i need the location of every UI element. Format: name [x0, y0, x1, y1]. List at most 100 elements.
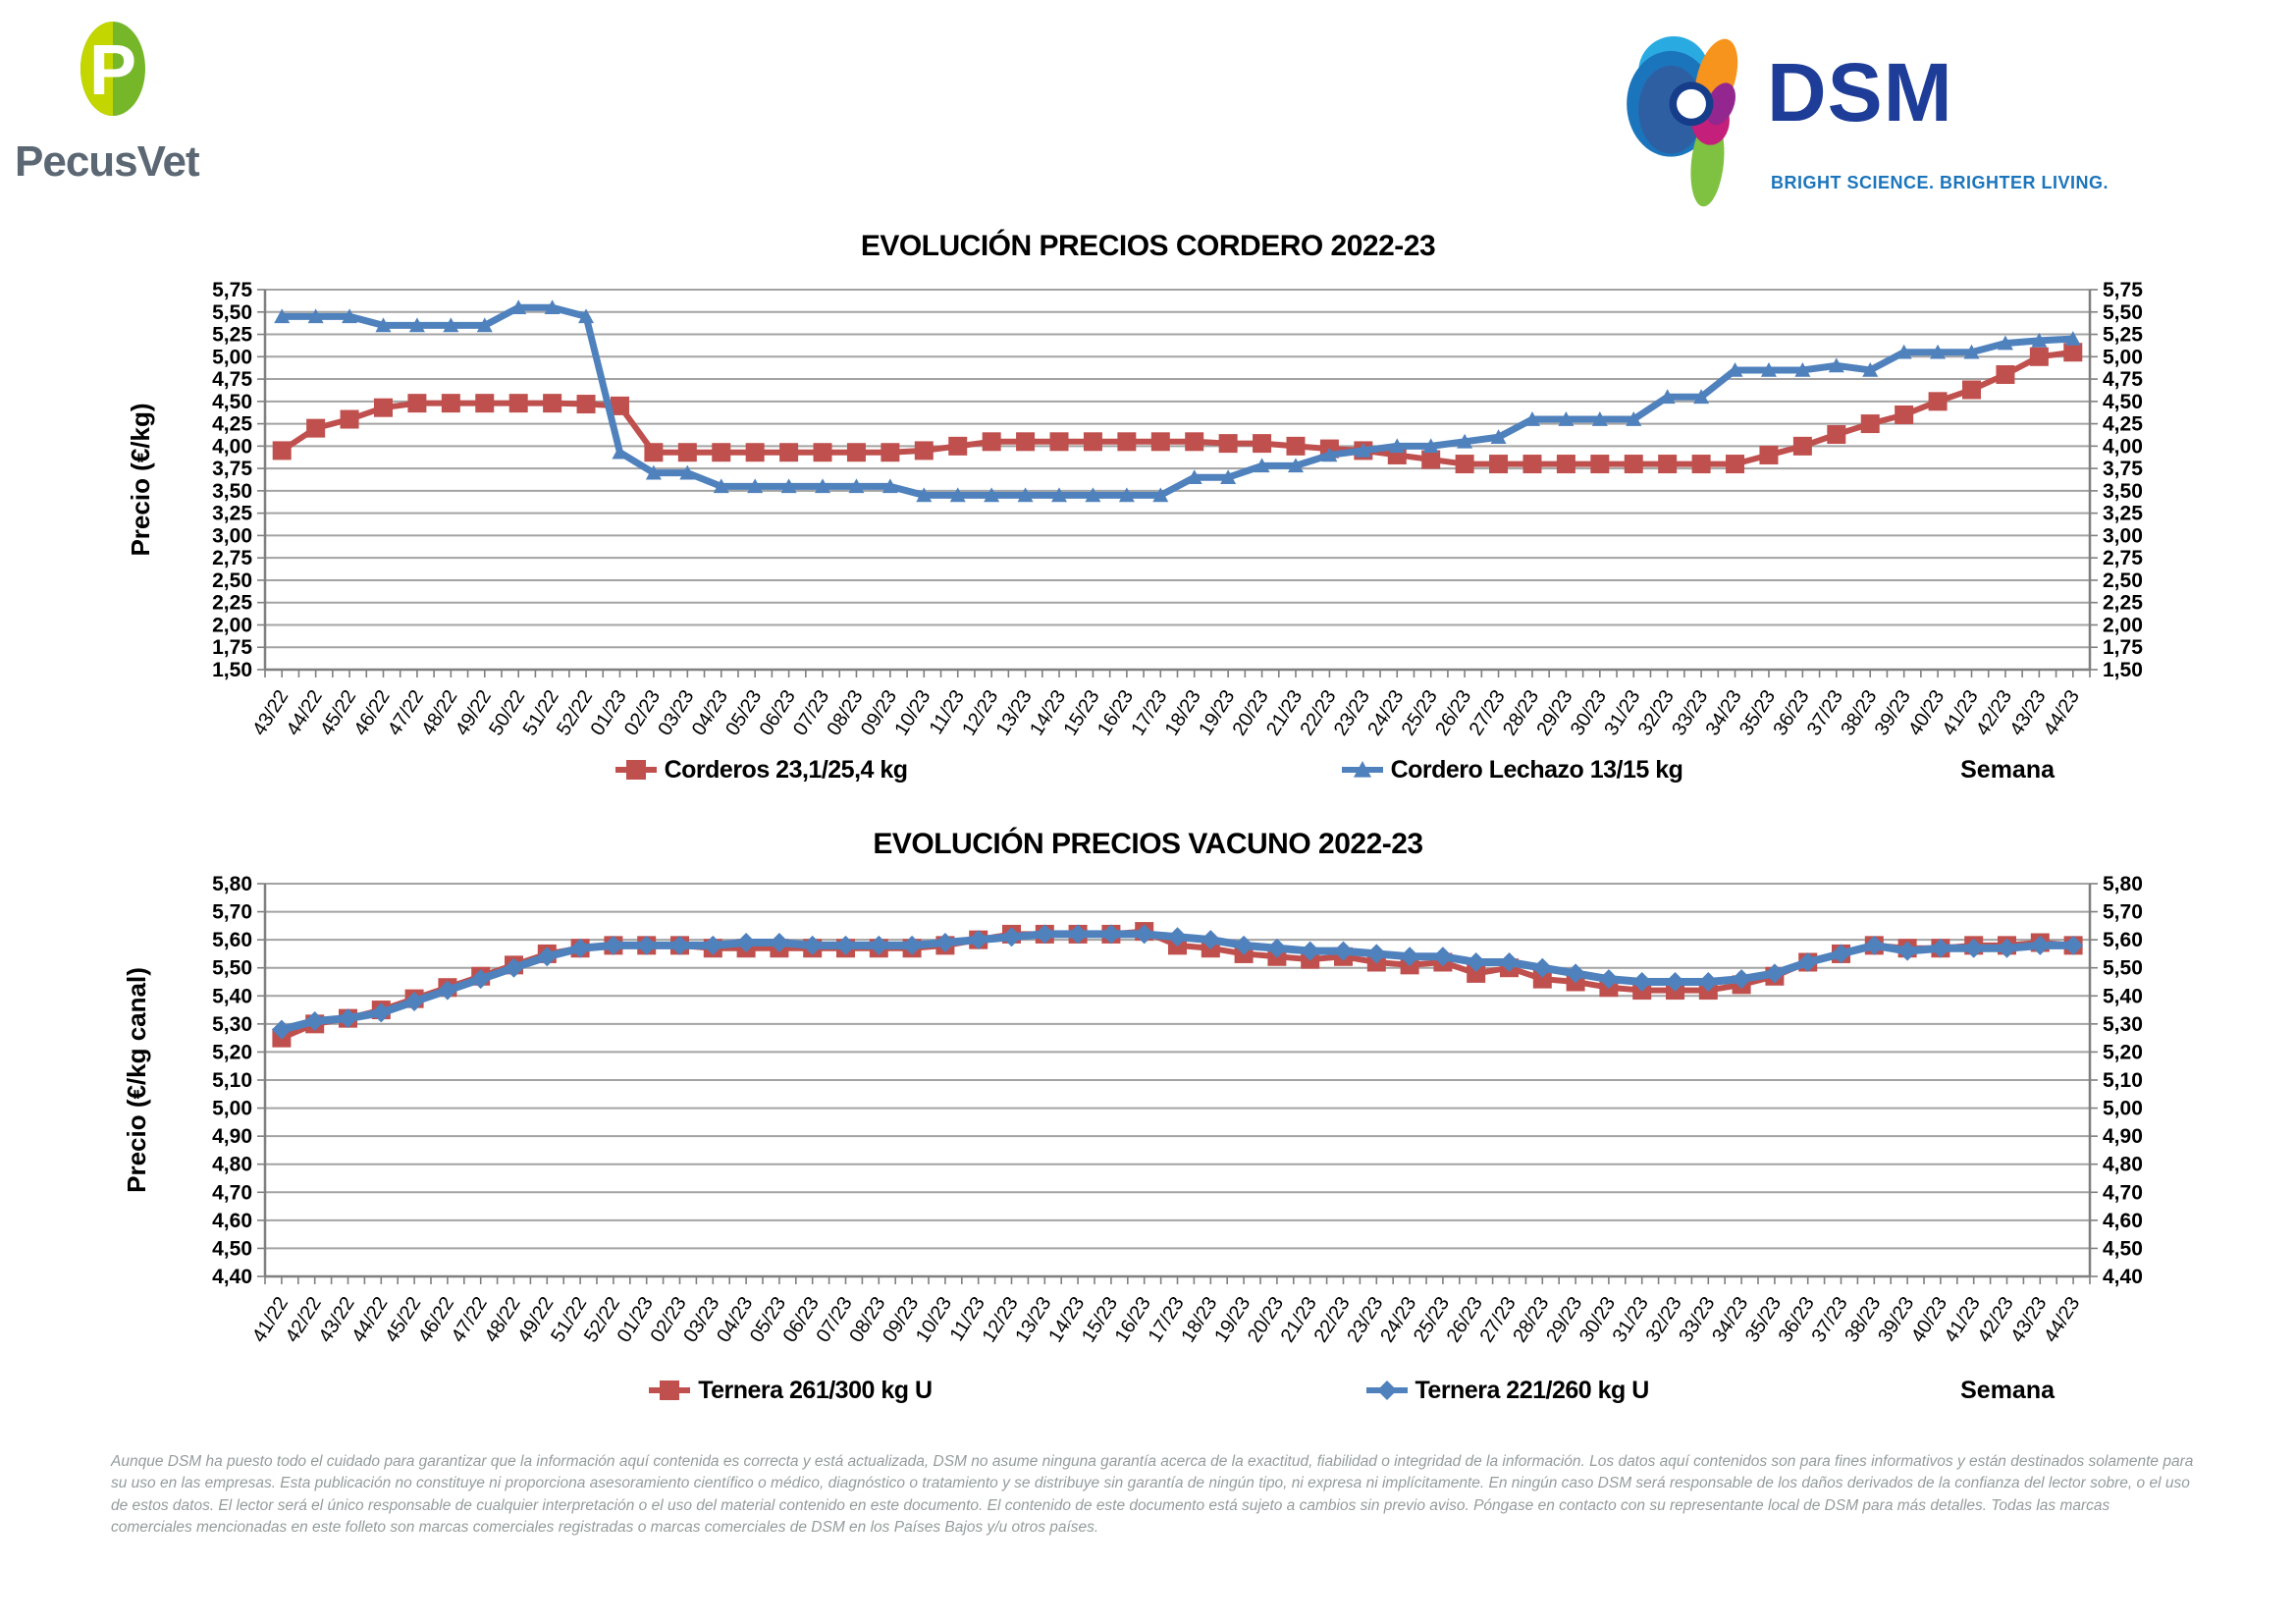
svg-text:3,00: 3,00 [212, 524, 252, 547]
svg-text:3,75: 3,75 [2103, 458, 2143, 480]
svg-text:5,40: 5,40 [2103, 985, 2143, 1007]
svg-text:2,00: 2,00 [212, 614, 252, 636]
legend-label-corderos: Corderos 23,1/25,4 kg [664, 755, 908, 784]
svg-text:10/23: 10/23 [890, 686, 934, 739]
svg-text:5,30: 5,30 [2103, 1013, 2143, 1036]
svg-text:3,25: 3,25 [2103, 503, 2143, 525]
svg-text:4,40: 4,40 [212, 1266, 252, 1288]
pecusvet-logo-text: PecusVet [15, 137, 200, 186]
svg-text:3,50: 3,50 [2103, 480, 2143, 503]
disclaimer-text: Aunque DSM ha puesto todo el cuidado par… [111, 1453, 2194, 1537]
legend-item-ternera-261-300: Ternera 261/300 kg U [647, 1376, 933, 1405]
svg-text:3,75: 3,75 [212, 458, 252, 480]
svg-text:4,50: 4,50 [212, 1237, 252, 1260]
svg-text:1,50: 1,50 [212, 659, 252, 681]
legend-label-lechazo: Cordero Lechazo 13/15 kg [1390, 755, 1683, 784]
svg-text:4,90: 4,90 [212, 1125, 252, 1148]
svg-text:44/23: 44/23 [2040, 686, 2084, 739]
triangle-marker-icon [1341, 761, 1383, 778]
svg-text:4,25: 4,25 [2103, 413, 2143, 436]
svg-text:5,50: 5,50 [212, 301, 252, 324]
svg-text:5,75: 5,75 [2103, 279, 2143, 301]
svg-text:2,25: 2,25 [212, 592, 252, 615]
pecusvet-logo: P PecusVet [15, 8, 427, 204]
svg-text:4,40: 4,40 [2103, 1266, 2143, 1288]
dsm-logo: DSM BRIGHT SCIENCE. BRIGHTER LIVING. [1618, 27, 2295, 224]
svg-text:5,25: 5,25 [212, 324, 252, 347]
svg-text:4,70: 4,70 [212, 1181, 252, 1204]
svg-text:Precio (€/kg): Precio (€/kg) [126, 403, 155, 556]
svg-text:5,70: 5,70 [2103, 901, 2143, 924]
square-marker-icon [649, 1380, 691, 1400]
svg-text:4,00: 4,00 [2103, 435, 2143, 458]
vacuno-xaxis-title: Semana [1960, 1377, 2055, 1404]
dsm-logo-text: DSM [1767, 46, 1953, 138]
svg-text:Precio (€/kg canal): Precio (€/kg canal) [122, 967, 151, 1193]
svg-text:4,60: 4,60 [212, 1210, 252, 1232]
legend-label-ternera-261-300: Ternera 261/300 kg U [698, 1376, 933, 1404]
svg-text:5,00: 5,00 [212, 346, 252, 368]
series-1 [271, 924, 2084, 1040]
svg-text:4,25: 4,25 [212, 413, 252, 436]
cordero-chart: 1,50 1,501,75 1,752,00 2,002,25 2,252,50 2,50… [126, 279, 2143, 739]
svg-text:P: P [89, 31, 136, 110]
legend-item-corderos: Corderos 23,1/25,4 kg [614, 755, 908, 785]
svg-text:2,75: 2,75 [2103, 547, 2143, 569]
svg-text:5,10: 5,10 [2103, 1069, 2143, 1092]
svg-text:44/23: 44/23 [2040, 1293, 2084, 1346]
vacuno-chart-title: EVOLUCIÓN PRECIOS VACUNO 2022-23 [873, 828, 1423, 860]
diamond-marker-icon [1365, 1380, 1408, 1400]
series-1 [274, 299, 2081, 503]
svg-text:4,50: 4,50 [2103, 391, 2143, 413]
svg-text:4,70: 4,70 [2103, 1181, 2143, 1204]
vacuno-chart: 4,40 4,40 4,50 4,50 4,60 4,60 4,70 4,70 4,80 4,80… [122, 873, 2143, 1346]
svg-text:5,00: 5,00 [2103, 1098, 2143, 1120]
axes [257, 883, 2098, 1284]
svg-text:3,25: 3,25 [212, 503, 252, 525]
svg-text:5,40: 5,40 [212, 985, 252, 1007]
svg-text:2,00: 2,00 [2103, 614, 2143, 636]
svg-text:5,00: 5,00 [2103, 346, 2143, 368]
dsm-swirl-icon [1627, 35, 1738, 207]
svg-text:4,50: 4,50 [2103, 1237, 2143, 1260]
dsm-tagline: BRIGHT SCIENCE. BRIGHTER LIVING. [1771, 173, 2109, 192]
legend-label-ternera-221-260: Ternera 221/260 kg U [1415, 1376, 1650, 1404]
svg-text:4,00: 4,00 [212, 435, 252, 458]
svg-text:1,75: 1,75 [2103, 636, 2143, 659]
legend-item-lechazo: Cordero Lechazo 13/15 kg [1340, 755, 1683, 785]
svg-text:4,80: 4,80 [212, 1154, 252, 1176]
svg-text:5,50: 5,50 [2103, 957, 2143, 980]
svg-text:2,50: 2,50 [212, 569, 252, 592]
svg-text:5,30: 5,30 [212, 1013, 252, 1036]
cordero-legend: Corderos 23,1/25,4 kg Cordero Lechazo 13… [0, 750, 2296, 789]
svg-text:5,10: 5,10 [212, 1069, 252, 1092]
svg-text:5,50: 5,50 [212, 957, 252, 980]
svg-text:5,80: 5,80 [2103, 873, 2143, 895]
gridlines [265, 289, 2090, 672]
svg-text:10/23: 10/23 [912, 1293, 956, 1346]
svg-text:2,75: 2,75 [212, 547, 252, 569]
svg-text:5,60: 5,60 [2103, 929, 2143, 951]
square-marker-icon [614, 760, 657, 780]
svg-text:1,50: 1,50 [2103, 659, 2143, 681]
svg-text:4,60: 4,60 [2103, 1210, 2143, 1232]
svg-text:5,70: 5,70 [212, 901, 252, 924]
svg-text:5,20: 5,20 [212, 1041, 252, 1063]
svg-text:4,90: 4,90 [2103, 1125, 2143, 1148]
svg-text:2,25: 2,25 [2103, 592, 2143, 615]
svg-text:5,80: 5,80 [212, 873, 252, 895]
svg-text:5,00: 5,00 [212, 1098, 252, 1120]
series-0 [272, 343, 2083, 474]
pecusvet-logo-icon: P [80, 22, 145, 116]
svg-text:5,75: 5,75 [212, 279, 252, 301]
cordero-chart-title: EVOLUCIÓN PRECIOS CORDERO 2022-23 [860, 230, 1436, 262]
svg-text:4,80: 4,80 [2103, 1154, 2143, 1176]
axes [257, 289, 2098, 677]
vacuno-legend: Ternera 261/300 kg U Ternera 221/260 kg … [0, 1371, 2296, 1410]
svg-text:5,60: 5,60 [212, 929, 252, 951]
svg-text:5,20: 5,20 [2103, 1041, 2143, 1063]
svg-text:1,75: 1,75 [212, 636, 252, 659]
svg-text:4,50: 4,50 [212, 391, 252, 413]
svg-text:4,75: 4,75 [212, 368, 252, 391]
